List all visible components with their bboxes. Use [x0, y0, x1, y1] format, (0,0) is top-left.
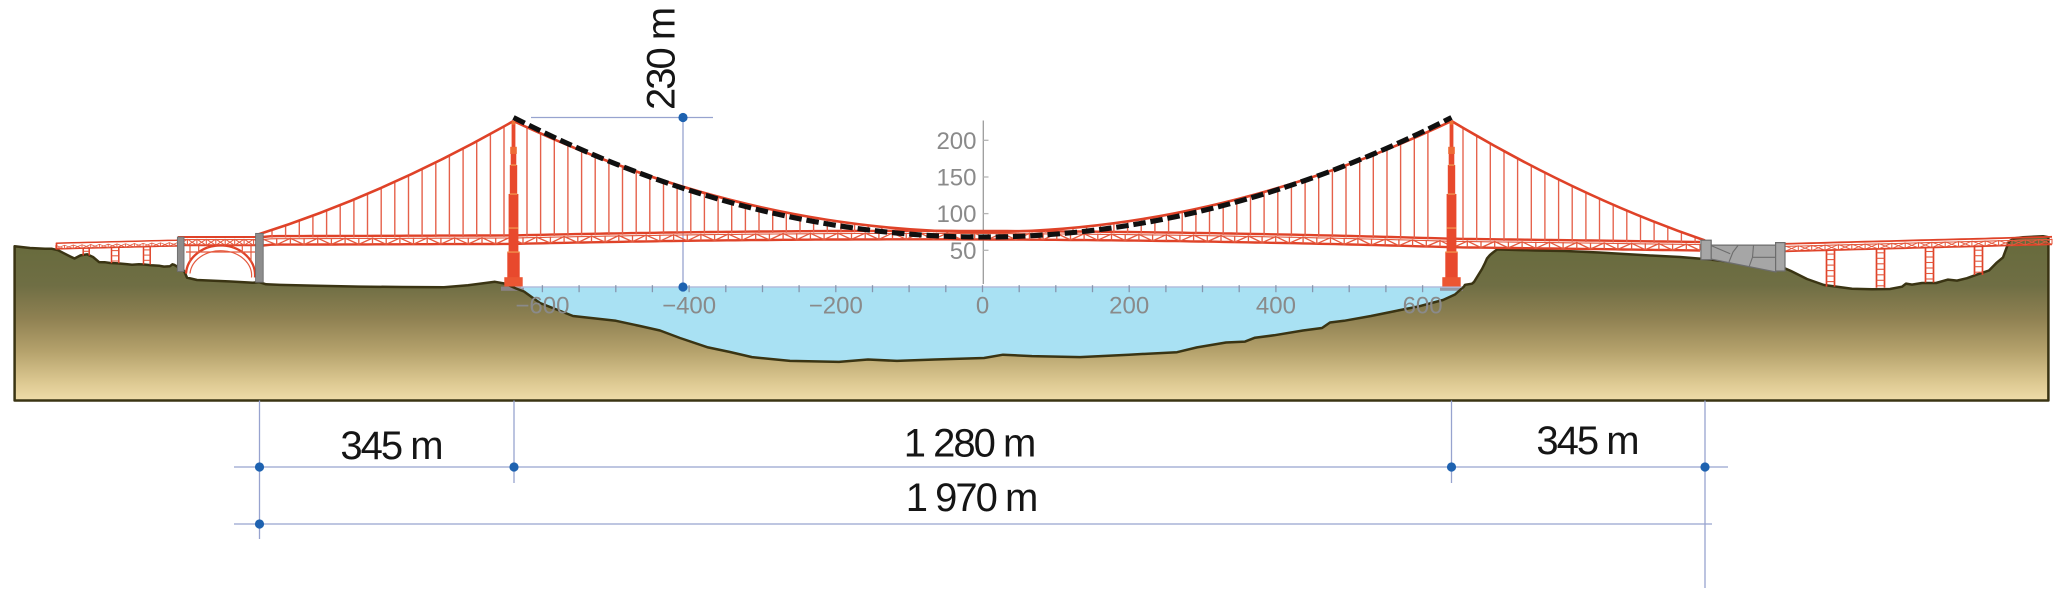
svg-text:230 m: 230 m	[640, 9, 684, 110]
svg-text:400: 400	[1256, 293, 1296, 320]
svg-text:50: 50	[950, 238, 977, 265]
svg-text:345 m: 345 m	[340, 424, 441, 468]
svg-text:−200: −200	[809, 293, 863, 320]
svg-text:200: 200	[1109, 293, 1149, 320]
svg-text:100: 100	[936, 201, 976, 228]
svg-text:200: 200	[936, 128, 976, 155]
svg-text:−600: −600	[515, 293, 569, 320]
svg-text:1 970 m: 1 970 m	[906, 476, 1037, 520]
svg-text:600: 600	[1403, 293, 1443, 320]
svg-text:150: 150	[936, 165, 976, 192]
svg-text:0: 0	[976, 293, 989, 320]
svg-text:1 280 m: 1 280 m	[904, 422, 1035, 466]
svg-text:−400: −400	[662, 293, 716, 320]
svg-text:345 m: 345 m	[1536, 419, 1637, 463]
